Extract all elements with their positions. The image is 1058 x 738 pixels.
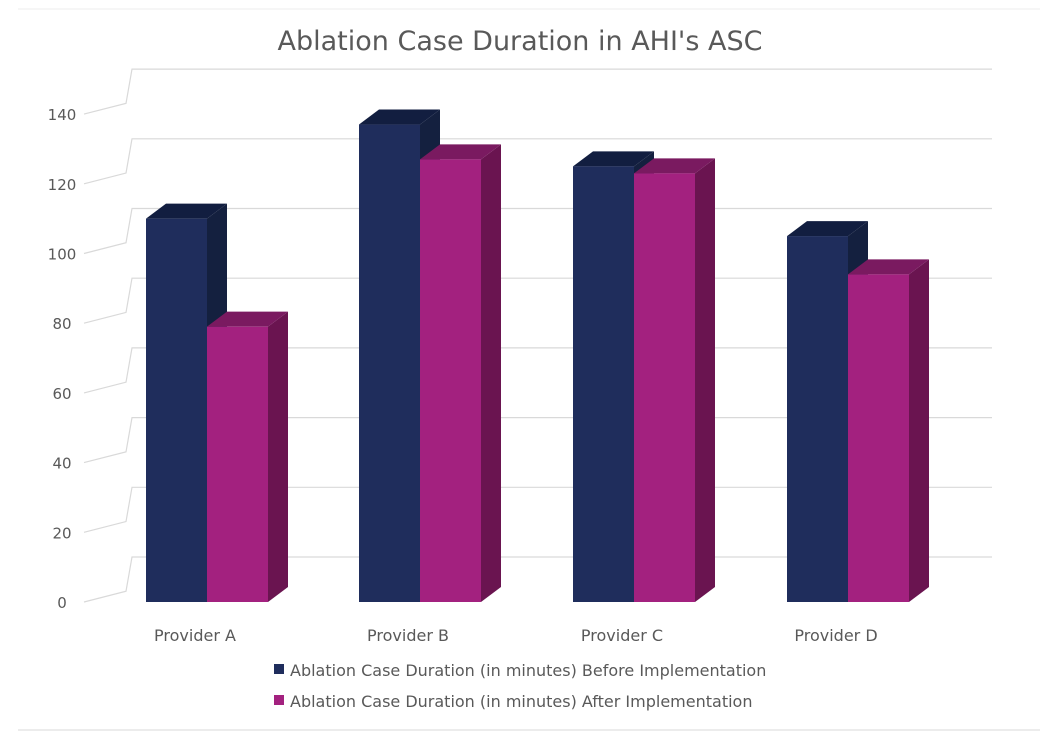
x-category-label: Provider B: [367, 626, 449, 645]
legend-swatch-1: [274, 695, 284, 705]
y-tick-label: 20: [52, 524, 71, 542]
bar-side-3-1: [909, 259, 929, 602]
gridline-0: [83, 556, 992, 603]
bar-top-0-0: [146, 203, 227, 219]
legend: Ablation Case Duration (in minutes) Befo…: [274, 661, 766, 711]
gridline-6: [83, 138, 992, 185]
gridline-7: [83, 68, 992, 115]
bar-top-2-1: [634, 158, 715, 174]
gridline-3: [83, 347, 992, 394]
bar-top-0-1: [207, 311, 288, 327]
chart-title: Ablation Case Duration in AHI's ASC: [278, 26, 763, 57]
bar-side-0-1: [268, 311, 288, 602]
bar-side-1-1: [481, 144, 501, 602]
x-category-label: Provider D: [794, 626, 877, 645]
legend-label-1: Ablation Case Duration (in minutes) Afte…: [290, 692, 752, 711]
bar-1-0: [359, 124, 420, 603]
bar-top-2-0: [573, 151, 654, 167]
bar-top-3-0: [787, 221, 868, 237]
y-tick-label: 80: [52, 315, 71, 333]
y-tick-label: 40: [52, 455, 71, 473]
grid-layer: [83, 68, 992, 603]
x-category-label: Provider C: [581, 626, 663, 645]
bar-top-1-0: [359, 109, 440, 125]
x-axis-categories: Provider A Provider B Provider C Provider D: [154, 626, 878, 645]
bar-1-1: [420, 159, 481, 602]
y-tick-label: 120: [48, 176, 77, 194]
bar-3-1: [848, 274, 909, 602]
gridline-2: [83, 417, 992, 464]
bar-top-3-1: [848, 259, 929, 275]
bar-2-1: [634, 173, 695, 602]
y-tick-label: 140: [48, 106, 77, 124]
legend-swatch-0: [274, 664, 284, 674]
bar-layer: [146, 109, 929, 603]
gridline-5: [83, 207, 992, 255]
y-tick-label: 100: [48, 246, 77, 264]
bar-0-0: [146, 218, 207, 602]
bar-2-0: [573, 166, 634, 602]
gridline-1: [83, 486, 992, 533]
gridline-4: [83, 277, 992, 324]
bar-3-0: [787, 236, 848, 602]
x-category-label: Provider A: [154, 626, 236, 645]
y-tick-label: 0: [57, 594, 67, 612]
bar-top-1-1: [420, 144, 501, 160]
bar-side-2-1: [695, 158, 715, 602]
y-tick-label: 60: [52, 385, 71, 403]
legend-label-0: Ablation Case Duration (in minutes) Befo…: [290, 661, 766, 680]
bar-0-1: [207, 326, 268, 602]
y-axis-ticks: 0 20 40 60 80 100 120 140: [48, 106, 77, 612]
